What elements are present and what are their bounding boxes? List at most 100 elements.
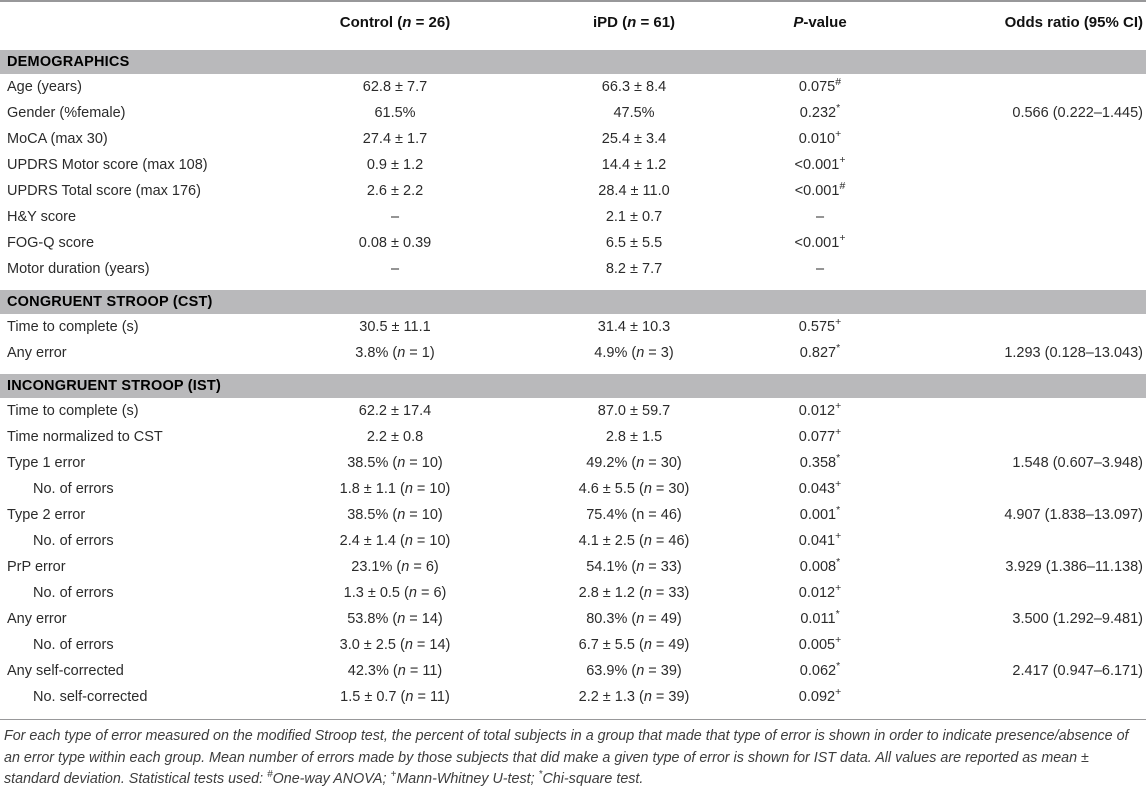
mannwhitney-symbol: +	[390, 769, 397, 781]
footnote-chisquare: Chi-square test.	[542, 771, 644, 788]
col-header-empty	[0, 1, 300, 47]
p-value: 0.077+	[798, 426, 842, 445]
section-row: INCONGRUENT STROOP (IST)	[0, 366, 1146, 398]
ipd-value: 6.7 ± 5.5 (n = 49)	[578, 637, 690, 653]
control-value: 3.0 ± 2.5 (n = 14)	[339, 637, 451, 653]
table-row: No. of errors 3.0 ± 2.5 (n = 14) 6.7 ± 5.5…	[0, 632, 1146, 658]
section-header: INCONGRUENT STROOP (IST)	[0, 366, 1146, 398]
p-value: –	[815, 261, 825, 277]
control-value: 0.08 ± 0.39	[358, 235, 432, 251]
p-value: 0.008*	[799, 556, 841, 575]
footnote-mannwhitney: Mann-Whitney U-test;	[396, 771, 539, 788]
odds-ratio-value: 4.907 (1.838–13.097)	[1004, 507, 1143, 523]
odds-ratio-value: 3.929 (1.386–11.138)	[1005, 559, 1143, 575]
control-value: 62.2 ± 17.4	[358, 403, 432, 419]
ipd-value: 54.1% (n = 33)	[586, 559, 682, 575]
table-row: Any self-corrected 42.3% (n = 11) 63.9% (n…	[0, 658, 1146, 684]
row-label: H&Y score	[7, 209, 77, 225]
table-row: Gender (%female) 61.5% 47.5% 0.232* 0.566 (0…	[0, 100, 1146, 126]
table-body: DEMOGRAPHICS Age (years) 62.8 ± 7.7 66.3 ± …	[0, 42, 1146, 720]
stat-test-symbol: +	[835, 582, 842, 595]
row-label: Time normalized to CST	[7, 429, 163, 445]
control-value: 1.8 ± 1.1 (n = 10)	[339, 481, 451, 497]
row-label: Type 1 error	[7, 455, 86, 471]
odds-ratio-value: 1.293 (0.128–13.043)	[1004, 345, 1143, 361]
ipd-value: 2.8 ± 1.2 (n = 33)	[578, 585, 690, 601]
p-value: <0.001+	[794, 232, 846, 251]
stat-test-symbol: *	[836, 342, 841, 355]
row-label: Type 2 error	[7, 507, 86, 523]
p-value: 0.005+	[798, 634, 842, 653]
p-value: 0.062*	[799, 660, 841, 679]
stat-test-symbol: +	[835, 530, 842, 543]
ipd-value: 31.4 ± 10.3	[597, 319, 671, 335]
chisquare-symbol: *	[538, 769, 543, 781]
ipd-value: 49.2% (n = 30)	[586, 455, 682, 471]
table-row: No. of errors 1.3 ± 0.5 (n = 6) 2.8 ± 1.2 …	[0, 580, 1146, 606]
p-value: 0.075#	[798, 76, 842, 95]
table-header: Control (n = 26) iPD (n = 61) P-value Od…	[0, 1, 1146, 47]
odds-ratio-value	[862, 476, 1146, 502]
control-value: 38.5% (n = 10)	[347, 455, 443, 471]
odds-ratio-value	[862, 230, 1146, 256]
row-label: No. self-corrected	[33, 689, 148, 705]
table-row: Time normalized to CST 2.2 ± 0.8 2.8 ± 1.5…	[0, 424, 1146, 450]
table-row: FOG-Q score 0.08 ± 0.39 6.5 ± 5.5 <0.001+	[0, 230, 1146, 256]
stat-test-symbol: +	[835, 400, 842, 413]
odds-ratio-value	[862, 424, 1146, 450]
stat-test-symbol: *	[836, 102, 841, 115]
col-header-odds: Odds ratio (95% CI)	[862, 1, 1146, 47]
stat-test-symbol: *	[835, 608, 840, 621]
stat-test-symbol: #	[835, 76, 842, 89]
p-value: 0.358*	[799, 452, 841, 471]
table-row: Motor duration (years) – 8.2 ± 7.7 –	[0, 256, 1146, 286]
odds-ratio-value: 3.500 (1.292–9.481)	[1012, 611, 1143, 627]
odds-ratio-value: 1.548 (0.607–3.948)	[1012, 455, 1143, 471]
stat-test-symbol: +	[839, 154, 846, 167]
section-header: CONGRUENT STROOP (CST)	[0, 282, 1146, 314]
p-value: 0.575+	[798, 316, 842, 335]
control-value: –	[390, 261, 400, 277]
row-label: Motor duration (years)	[7, 261, 150, 277]
table-row: H&Y score – 2.1 ± 0.7 –	[0, 204, 1146, 230]
p-value: 0.827*	[799, 342, 841, 361]
ipd-value: 80.3% (n = 49)	[586, 611, 682, 627]
ipd-value: 4.9% (n = 3)	[594, 345, 674, 361]
odds-ratio-value	[862, 580, 1146, 606]
odds-ratio-value	[862, 398, 1146, 424]
row-label: No. of errors	[33, 637, 114, 653]
table-footnote: For each type of error measured on the m…	[0, 726, 1146, 797]
odds-ratio-value	[862, 256, 1146, 286]
ipd-value: 87.0 ± 59.7	[597, 403, 671, 419]
ipd-value: 2.2 ± 1.3 (n = 39)	[578, 689, 690, 705]
p-value: 0.001*	[799, 504, 841, 523]
stat-test-symbol: +	[835, 686, 842, 699]
p-value: 0.092+	[798, 686, 842, 705]
control-value: 1.5 ± 0.7 (n = 11)	[340, 689, 450, 705]
row-label: Age (years)	[7, 79, 82, 95]
control-value: 3.8% (n = 1)	[355, 345, 435, 361]
section-row: CONGRUENT STROOP (CST)	[0, 282, 1146, 314]
control-value: 2.6 ± 2.2	[366, 183, 424, 199]
table-row: Time to complete (s) 62.2 ± 17.4 87.0 ± 59…	[0, 398, 1146, 424]
p-value: 0.232*	[799, 102, 841, 121]
ipd-value: 2.8 ± 1.5	[605, 429, 663, 445]
stat-test-symbol: *	[836, 452, 841, 465]
section-row: DEMOGRAPHICS	[0, 42, 1146, 74]
ipd-value: 47.5%	[613, 105, 655, 121]
ipd-value: 6.5 ± 5.5	[605, 235, 663, 251]
table-row: No. of errors 2.4 ± 1.4 (n = 10) 4.1 ± 2.5…	[0, 528, 1146, 554]
results-table: Control (n = 26) iPD (n = 61) P-value Od…	[0, 0, 1146, 720]
odds-ratio-value: 2.417 (0.947–6.171)	[1012, 663, 1143, 679]
p-value: 0.010+	[798, 128, 842, 147]
table-row: Any error 3.8% (n = 1) 4.9% (n = 3) 0.827* 1…	[0, 340, 1146, 370]
p-value: 0.012+	[798, 400, 842, 419]
odds-ratio-value	[862, 74, 1146, 100]
control-value: 38.5% (n = 10)	[347, 507, 443, 523]
row-label: No. of errors	[33, 533, 114, 549]
row-label: FOG-Q score	[7, 235, 95, 251]
stat-test-symbol: *	[836, 556, 841, 569]
stroop-results-table: Control (n = 26) iPD (n = 61) P-value Od…	[0, 0, 1146, 720]
table-row: Any error 53.8% (n = 14) 80.3% (n = 49) 0.0…	[0, 606, 1146, 632]
stat-test-symbol: *	[836, 660, 841, 673]
